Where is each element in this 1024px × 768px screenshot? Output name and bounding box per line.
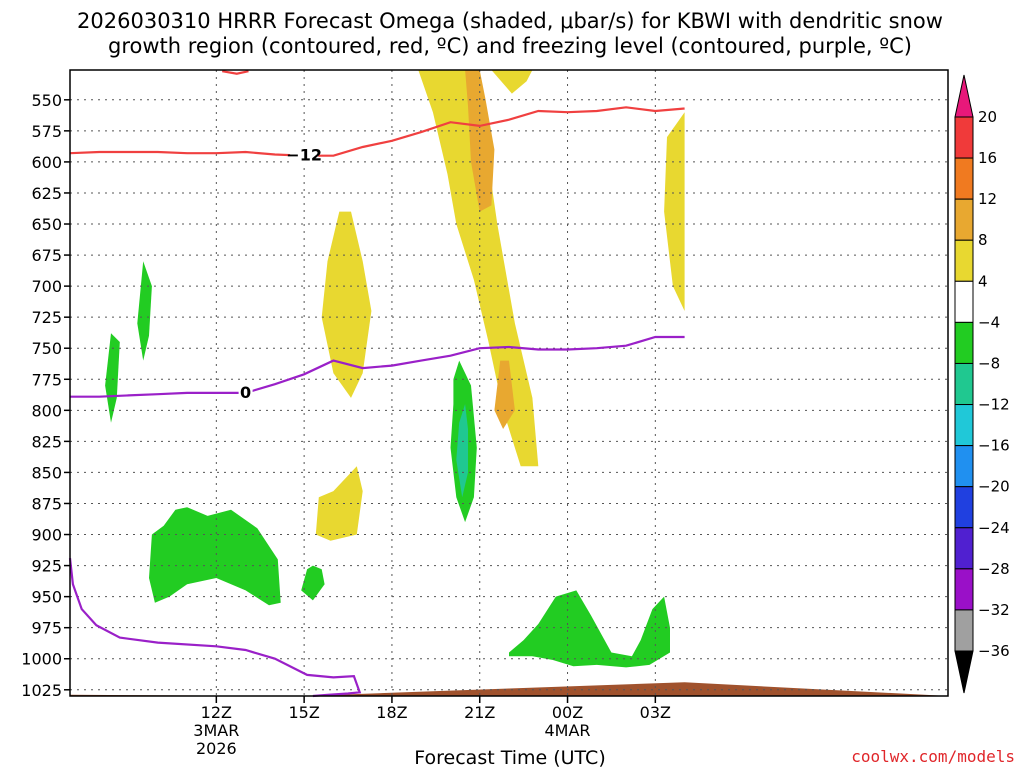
colorbar-label-3: 8 xyxy=(978,231,988,249)
colorbar-swatch-4 xyxy=(954,280,974,323)
y-tick-label-550: 550 xyxy=(31,91,62,110)
colorbar-label-0: 20 xyxy=(978,108,997,126)
omega-region-10 xyxy=(301,565,325,601)
credit-text: coolwx.com/models xyxy=(851,747,1015,766)
y-tick-label-800: 800 xyxy=(31,401,62,420)
contour-lines: −12 0 xyxy=(68,70,685,698)
omega-shading xyxy=(105,70,685,668)
freezing-level-low-line xyxy=(68,557,362,698)
y-tick-label-575: 575 xyxy=(31,122,62,141)
omega-region-3 xyxy=(321,211,372,398)
omega-region-6 xyxy=(664,112,685,311)
colorbar-label-6: −8 xyxy=(978,354,1000,372)
y-tick-label-850: 850 xyxy=(31,463,62,482)
omega-region-13 xyxy=(509,590,670,668)
colorbar-swatch-5 xyxy=(954,321,974,364)
y-tick-label-700: 700 xyxy=(31,277,62,296)
y-axis-ticks: 550 575 600 625 650 675 700 725 750 775 800 825 850 8… xyxy=(21,91,70,700)
terrain-fill xyxy=(70,682,948,696)
x-tick-label-21Z: 21Z xyxy=(464,703,495,722)
dgz-contour-label: −12 xyxy=(286,146,322,165)
omega-region-2 xyxy=(491,70,533,94)
freezing-level-line xyxy=(70,335,685,398)
omega-region-9 xyxy=(149,507,281,606)
omega-region-4 xyxy=(315,466,363,541)
x-tick-label-03Z: 03Z xyxy=(640,703,671,722)
y-tick-label-650: 650 xyxy=(31,215,62,234)
y-tick-label-750: 750 xyxy=(31,339,62,358)
colorbar: 20 16 12 8 4 −4 −8 −12 −16 −20 −24 −28 −32 −36 xyxy=(954,74,1010,694)
y-tick-label-950: 950 xyxy=(31,588,62,607)
x-tick-year-12Z: 2026 xyxy=(196,739,237,758)
colorbar-label-11: −28 xyxy=(978,560,1010,578)
colorbar-label-12: −32 xyxy=(978,601,1010,619)
colorbar-swatch-2 xyxy=(954,198,974,241)
colorbar-label-5: −4 xyxy=(978,313,1000,331)
plot-frame xyxy=(69,69,949,697)
colorbar-swatch-10 xyxy=(954,527,974,570)
y-tick-label-775: 775 xyxy=(31,370,62,389)
freezing-label-group: 0 xyxy=(238,383,253,402)
colorbar-swatch-12 xyxy=(954,609,974,652)
colorbar-label-9: −20 xyxy=(978,478,1010,496)
y-tick-label-975: 975 xyxy=(31,619,62,638)
colorbar-label-7: −12 xyxy=(978,396,1010,414)
y-tick-label-625: 625 xyxy=(31,184,62,203)
y-tick-label-1000: 1000 xyxy=(21,650,62,669)
colorbar-swatch-7 xyxy=(954,404,974,447)
colorbar-label-10: −24 xyxy=(978,519,1010,537)
terrain-layer xyxy=(70,682,948,696)
y-tick-label-1025: 1025 xyxy=(21,681,62,700)
colorbar-label-2: 12 xyxy=(978,190,997,208)
colorbar-swatch-6 xyxy=(954,362,974,406)
y-tick-label-925: 925 xyxy=(31,557,62,576)
omega-region-7 xyxy=(137,261,152,361)
colorbar-label-4: 4 xyxy=(978,272,988,290)
colorbar-swatch-9 xyxy=(954,486,974,529)
freezing-level-label: 0 xyxy=(240,383,251,402)
y-tick-label-875: 875 xyxy=(31,494,62,513)
x-tick-label-00Z: 00Z xyxy=(552,703,583,722)
x-tick-date-00Z: 4MAR xyxy=(545,721,591,740)
colorbar-label-13: −36 xyxy=(978,642,1010,660)
x-tick-label-12Z: 12Z xyxy=(201,703,232,722)
omega-region-12 xyxy=(456,404,468,498)
colorbar-label-8: −16 xyxy=(978,437,1010,455)
omega-region-8 xyxy=(105,333,120,423)
x-tick-date-12Z: 3MAR xyxy=(193,721,239,740)
x-axis-label: Forecast Time (UTC) xyxy=(414,747,605,768)
y-tick-label-825: 825 xyxy=(31,432,62,451)
dgz-contour-main xyxy=(69,106,685,157)
colorbar-top-arrow xyxy=(954,74,974,118)
y-tick-label-725: 725 xyxy=(31,308,62,327)
dgz-contour-label-group: −12 xyxy=(286,146,322,165)
colorbar-swatch-0 xyxy=(954,116,974,159)
y-tick-label-600: 600 xyxy=(31,153,62,172)
x-tick-label-18Z: 18Z xyxy=(376,703,407,722)
colorbar-swatch-1 xyxy=(954,157,974,200)
y-tick-label-900: 900 xyxy=(31,526,62,545)
colorbar-bottom-arrow xyxy=(954,650,974,694)
chart-title-line2: growth region (contoured, red, ºC) and f… xyxy=(108,34,912,58)
colorbar-swatch-8 xyxy=(954,445,974,488)
chart-title-line1: 2026030310 HRRR Forecast Omega (shaded, … xyxy=(77,9,943,33)
colorbar-swatch-3 xyxy=(954,239,974,282)
colorbar-swatch-11 xyxy=(954,568,974,611)
colorbar-label-1: 16 xyxy=(978,149,997,167)
omega-region-5 xyxy=(494,360,515,429)
x-tick-label-15Z: 15Z xyxy=(288,703,319,722)
dgz-contour-top xyxy=(222,70,249,75)
y-tick-label-675: 675 xyxy=(31,246,62,265)
